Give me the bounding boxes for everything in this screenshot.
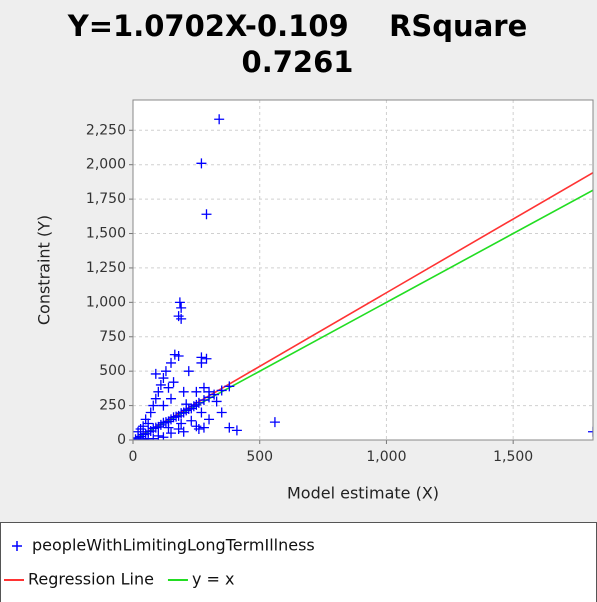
point — [198, 422, 209, 433]
legend-label: peopleWithLimitingLongTermIllness — [32, 536, 315, 555]
y-tick-label: 2,250 — [86, 122, 126, 138]
point — [153, 421, 164, 432]
point — [196, 158, 207, 169]
point — [158, 417, 169, 428]
point — [191, 386, 202, 397]
plot-border — [132, 99, 594, 441]
y-tick-label: 1,500 — [86, 226, 126, 242]
point — [209, 389, 220, 400]
point — [155, 419, 166, 430]
point — [150, 393, 161, 404]
point — [178, 426, 189, 437]
point — [174, 297, 185, 308]
legend-label: y = x — [192, 570, 235, 589]
point — [171, 411, 182, 422]
y-tick-label: 250 — [99, 398, 126, 414]
point — [231, 425, 242, 436]
point — [216, 385, 227, 396]
point — [178, 407, 189, 418]
point — [176, 408, 187, 419]
point — [153, 430, 164, 440]
y-tick-label: 1,250 — [86, 260, 126, 276]
y-tick-label: 1,000 — [86, 294, 126, 310]
point — [193, 397, 204, 408]
point — [186, 415, 197, 426]
point — [196, 407, 207, 418]
point — [269, 417, 280, 428]
point — [133, 426, 144, 437]
x-tick-label: 1,500 — [493, 449, 533, 465]
plot-marks — [133, 114, 593, 440]
point — [166, 393, 177, 404]
x-axis-label: Model estimate (X) — [287, 484, 439, 503]
point — [216, 407, 227, 418]
point — [173, 351, 184, 362]
point — [150, 422, 161, 433]
point — [214, 114, 225, 125]
point — [193, 423, 204, 434]
x-tick-label: 500 — [246, 449, 273, 465]
point — [224, 381, 235, 392]
y-axis-label: Constraint (Y) — [35, 215, 54, 325]
point — [163, 422, 174, 433]
point — [588, 426, 593, 437]
legend-box — [0, 522, 597, 602]
point — [155, 379, 166, 390]
chart-title: Y=1.0702X-0.109 RSquare 0.7261 — [67, 9, 538, 79]
point — [153, 386, 164, 397]
point — [198, 395, 209, 406]
point — [145, 407, 156, 418]
point — [140, 428, 151, 439]
point — [168, 412, 179, 423]
point — [148, 433, 159, 440]
point — [176, 313, 187, 324]
point — [201, 353, 212, 364]
plot-area — [133, 100, 593, 440]
point — [138, 434, 149, 440]
point — [166, 357, 177, 368]
point — [176, 302, 187, 313]
x-tick-label: 1,000 — [366, 449, 406, 465]
point — [148, 400, 159, 411]
point — [224, 422, 235, 433]
point — [204, 414, 215, 425]
point — [158, 400, 169, 411]
point — [160, 366, 171, 377]
point — [148, 423, 159, 434]
point — [211, 396, 222, 407]
y-tick-label: 750 — [99, 329, 126, 345]
point — [166, 428, 177, 439]
point — [178, 386, 189, 397]
legend-symbol — [12, 541, 22, 551]
point — [160, 417, 171, 428]
y-tick-label: 1,750 — [86, 191, 126, 207]
point — [188, 401, 199, 412]
point — [140, 414, 151, 425]
point — [173, 423, 184, 434]
legend-label: Regression Line — [28, 570, 154, 589]
x-tick-label: 0 — [129, 449, 138, 465]
y-tick-label: 2,000 — [86, 157, 126, 173]
point — [166, 414, 177, 425]
point — [163, 382, 174, 393]
point — [191, 399, 202, 410]
point — [150, 368, 161, 379]
point — [158, 432, 169, 440]
point — [201, 209, 212, 220]
y-tick-label: 0 — [117, 432, 126, 448]
point — [186, 403, 197, 414]
point — [196, 357, 207, 368]
point — [168, 377, 179, 388]
point — [143, 418, 154, 429]
point — [181, 399, 192, 410]
point — [198, 382, 209, 393]
point — [204, 386, 215, 397]
point — [176, 418, 187, 429]
point — [183, 366, 194, 377]
point — [183, 404, 194, 415]
y-tick-label: 500 — [99, 363, 126, 379]
point — [158, 373, 169, 384]
